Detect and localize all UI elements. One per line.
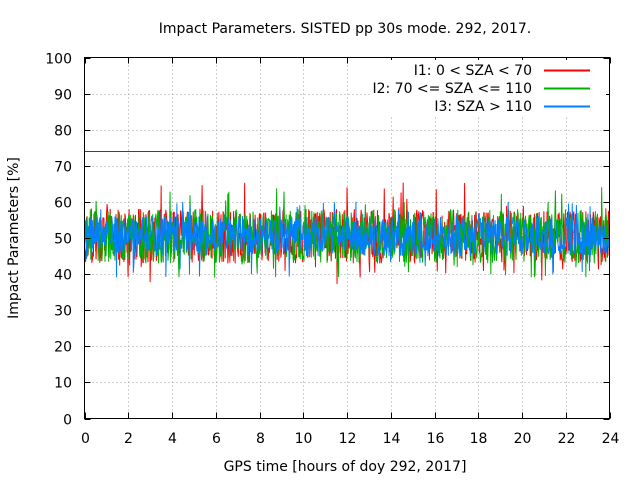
y-tick-label: 20 [54, 340, 72, 356]
y-tick-labels: 0 10 20 30 40 50 60 70 80 90 100 [45, 52, 72, 429]
x-tick-label: 16 [427, 431, 445, 447]
data-series [84, 182, 610, 284]
y-tick-label: 40 [54, 268, 72, 284]
y-tick-label: 0 [63, 413, 72, 429]
x-tick-label: 0 [81, 431, 90, 447]
x-tick-label: 18 [470, 431, 488, 447]
x-tick-label: 14 [383, 431, 401, 447]
y-tick-label: 70 [54, 160, 72, 176]
x-tick-label: 20 [514, 431, 532, 447]
legend-label-i1: I1: 0 < SZA < 70 [414, 63, 532, 79]
x-tick-labels: 0 2 4 6 8 10 12 14 16 18 20 22 24 [81, 431, 619, 447]
y-axis-label: Impact Parameters [%] [6, 157, 22, 319]
x-tick-label: 6 [212, 431, 221, 447]
x-tick-label: 8 [256, 431, 265, 447]
legend-label-i3: I3: SZA > 110 [434, 99, 532, 115]
y-tick-label: 90 [54, 88, 72, 104]
x-tick-label: 22 [558, 431, 576, 447]
y-tick-label: 80 [54, 124, 72, 140]
y-tick-label: 60 [54, 196, 72, 212]
x-tick-label: 10 [295, 431, 313, 447]
y-tick-label: 50 [54, 232, 72, 248]
x-axis-label: GPS time [hours of doy 292, 2017] [224, 459, 467, 475]
series-line-3 [84, 201, 610, 278]
y-tick-label: 30 [54, 304, 72, 320]
legend: I1: 0 < SZA < 70 I2: 70 <= SZA <= 110 I3… [372, 63, 590, 115]
y-tick-label: 10 [54, 376, 72, 392]
x-tick-label: 24 [602, 431, 620, 447]
legend-label-i2: I2: 70 <= SZA <= 110 [372, 81, 532, 97]
x-tick-label: 12 [339, 431, 357, 447]
series-line-2 [84, 187, 610, 278]
x-tick-label: 4 [168, 431, 177, 447]
y-tick-label: 100 [45, 52, 72, 68]
x-tick-label: 2 [124, 431, 133, 447]
chart-title: Impact Parameters. SISTED pp 30s mode. 2… [159, 21, 532, 37]
